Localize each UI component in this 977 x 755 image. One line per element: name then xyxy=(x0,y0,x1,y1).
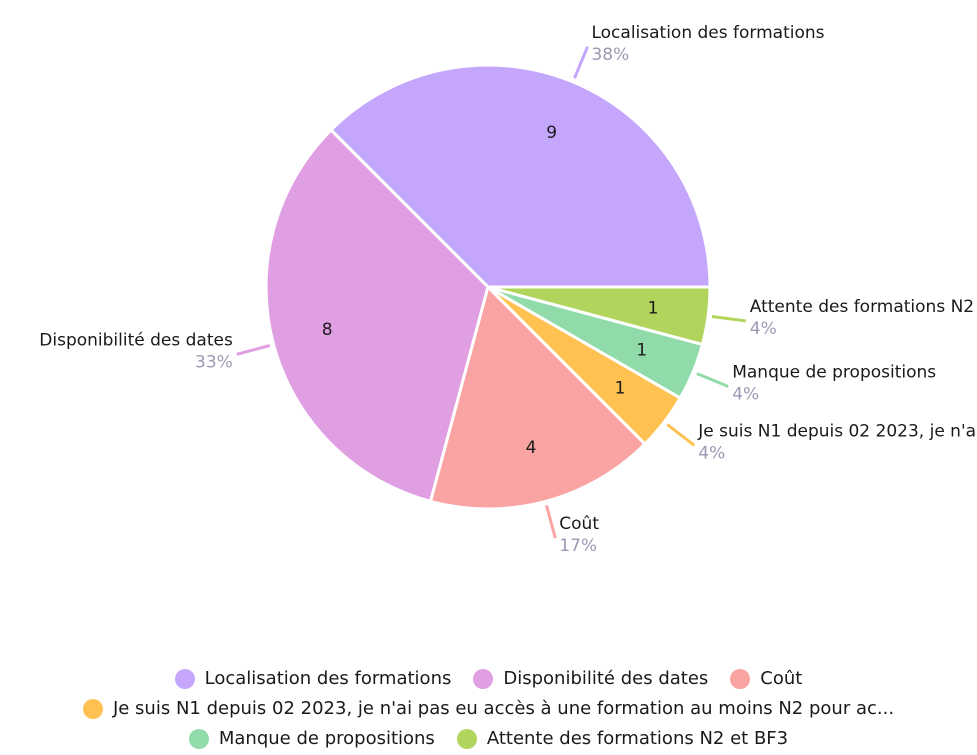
legend-label: Localisation des formations xyxy=(204,668,452,689)
slice-percent-label: 33% xyxy=(195,352,233,372)
legend-item[interactable]: Manque de propositions xyxy=(188,727,435,751)
slice-value-label: 1 xyxy=(648,299,659,319)
slice-name-label: Attente des formations N2 et BF3 xyxy=(750,297,977,317)
slice-percent-label: 38% xyxy=(591,45,629,65)
leader-line xyxy=(236,344,271,356)
legend-item[interactable]: Localisation des formations xyxy=(174,667,452,691)
slice-percent-label: 17% xyxy=(559,536,597,556)
slice-percent-label: 4% xyxy=(698,443,725,463)
slice-name-label: Manque de propositions xyxy=(732,362,936,382)
pie-slice xyxy=(428,284,648,511)
slice-name-label: Localisation des formations xyxy=(591,23,824,43)
legend-label: Attente des formations N2 et BF3 xyxy=(486,728,789,749)
legend-swatch xyxy=(473,669,494,689)
legend-swatch xyxy=(82,699,103,719)
leader-line xyxy=(696,372,729,388)
slice-name-label: Coût xyxy=(559,514,599,534)
slice-value-label: 1 xyxy=(636,341,647,361)
legend-label: Je suis N1 depuis 02 2023, je n'ai pas e… xyxy=(112,698,895,719)
legend-swatch xyxy=(730,669,751,689)
legend-swatch xyxy=(188,729,209,749)
leader-line xyxy=(573,46,589,79)
legend-label: Disponibilité des dates xyxy=(503,668,709,689)
slice-name-label: Je suis N1 depuis 02 2023, je n'ai pas e… xyxy=(697,421,977,441)
slice-value-label: 1 xyxy=(615,378,626,398)
legend-item[interactable]: Attente des formations N2 et BF3 xyxy=(456,727,789,751)
legend-label: Manque de propositions xyxy=(218,728,435,749)
leader-line xyxy=(711,315,746,323)
pie-slice xyxy=(264,127,490,504)
slice-value-label: 8 xyxy=(322,320,333,340)
pie-slice xyxy=(487,285,712,347)
slice-value-label: 4 xyxy=(526,438,537,458)
legend: Localisation des formations Disponibilité… xyxy=(0,667,977,751)
legend-swatch xyxy=(174,669,195,689)
slice-percent-label: 4% xyxy=(732,384,759,404)
slice-name-label: Disponibilité des dates xyxy=(39,330,233,350)
legend-label: Coût xyxy=(760,668,803,689)
legend-item[interactable]: Je suis N1 depuis 02 2023, je n'ai pas e… xyxy=(82,697,895,721)
slice-value-label: 9 xyxy=(546,123,557,143)
leader-line xyxy=(666,423,696,447)
leader-line xyxy=(545,504,557,539)
legend-item[interactable]: Coût xyxy=(730,667,802,691)
legend-item[interactable]: Disponibilité des dates xyxy=(473,667,708,691)
legend-swatch xyxy=(456,729,477,749)
slice-percent-label: 4% xyxy=(750,319,777,339)
pie-slice xyxy=(328,63,712,289)
